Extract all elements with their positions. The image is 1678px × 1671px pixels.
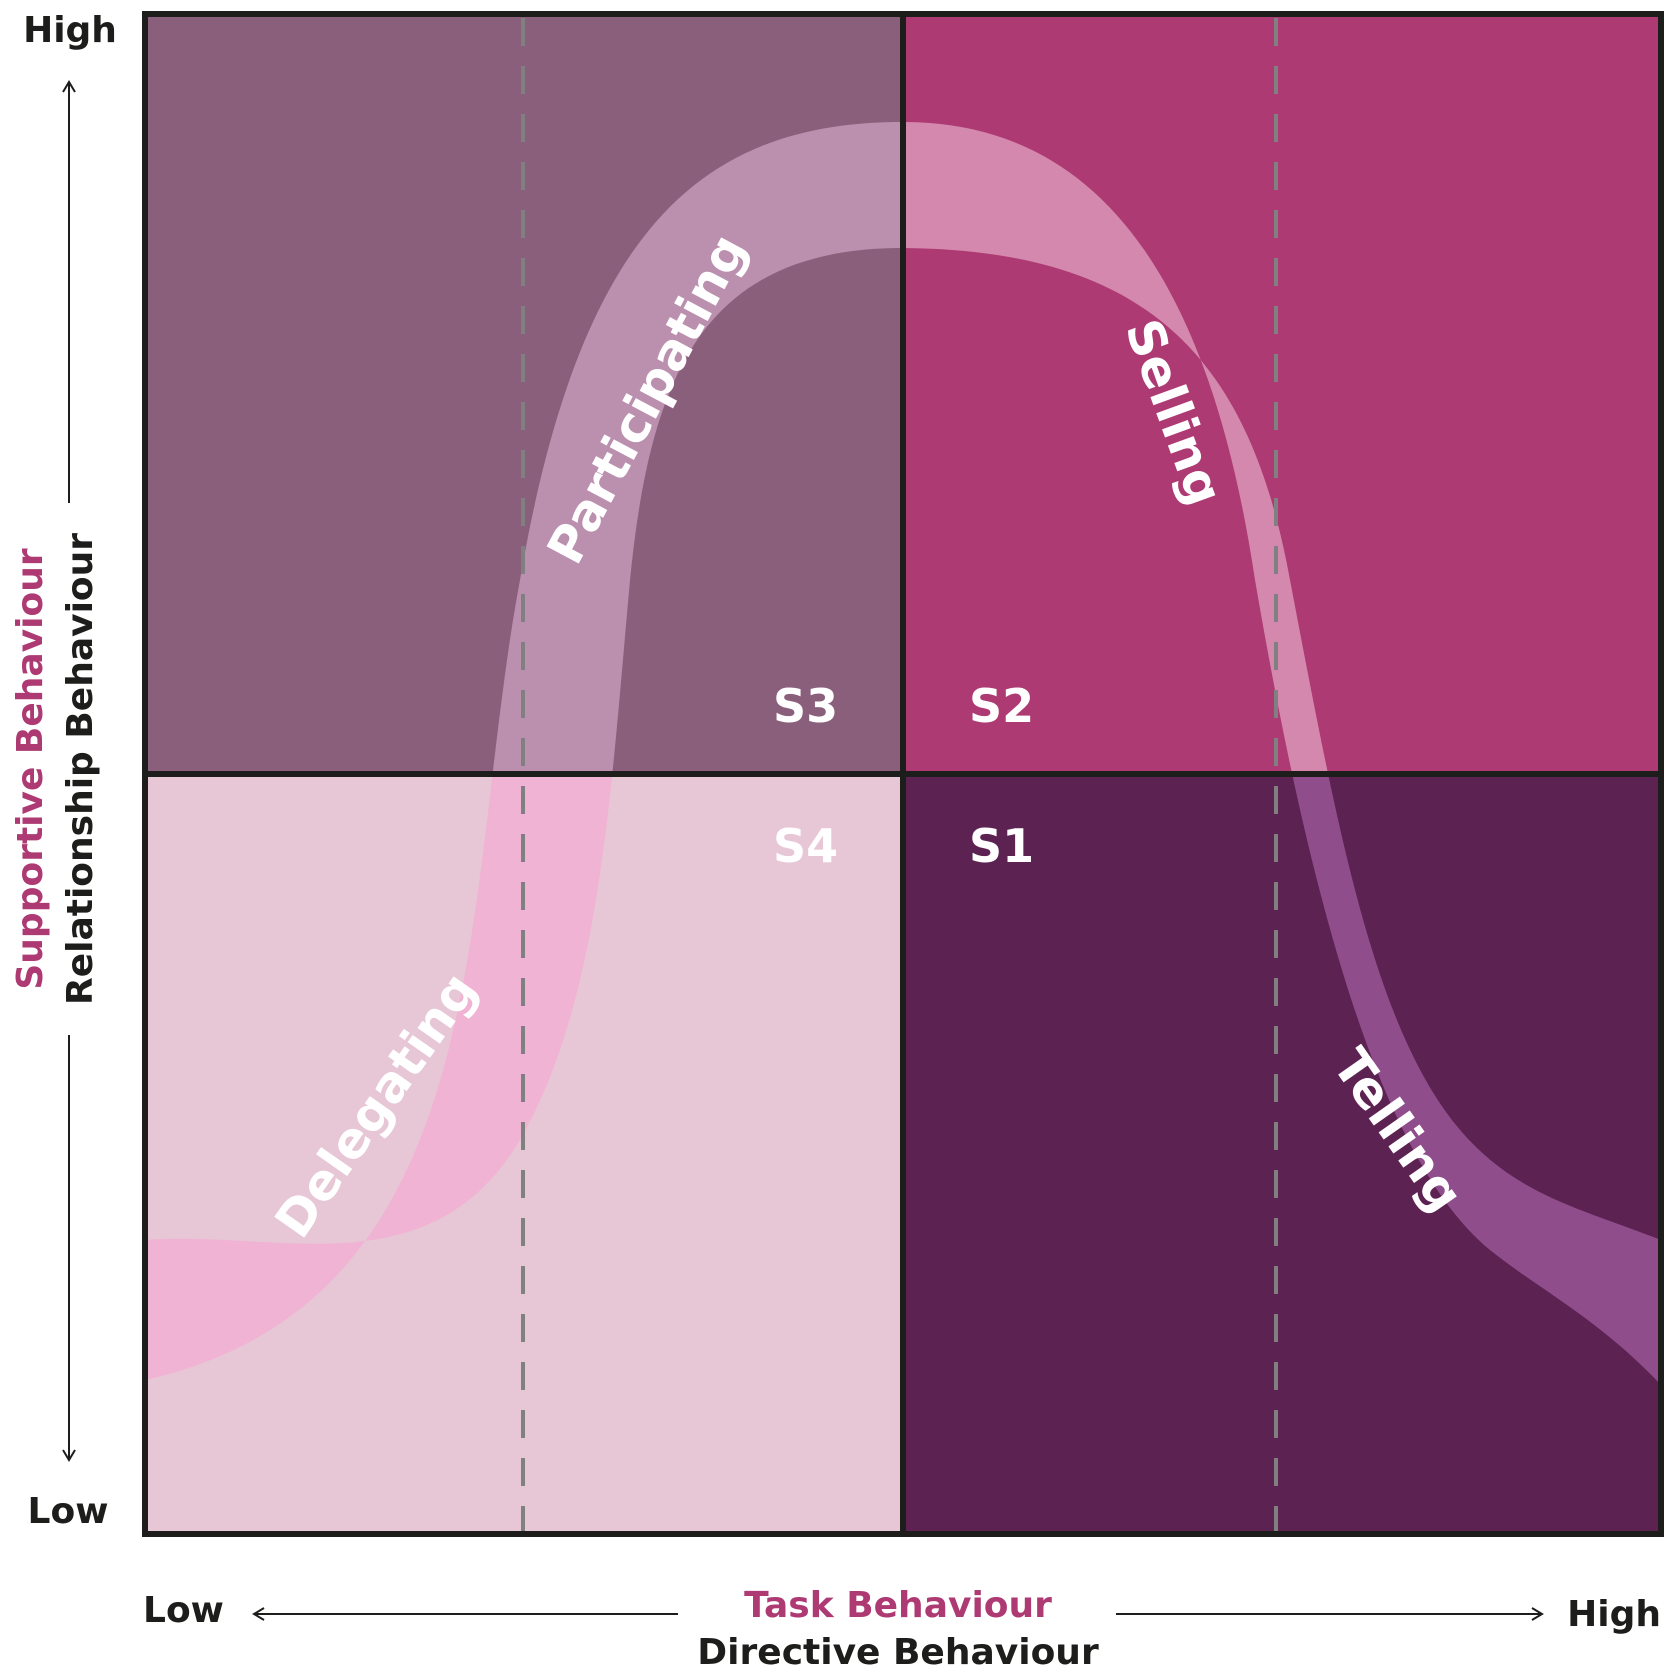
y-axis-title-supportive: Supportive Behaviour	[10, 548, 51, 989]
y-axis-title-relationship: Relationship Behaviour	[60, 533, 101, 1005]
s2-label: S2	[969, 679, 1034, 733]
s4-label: S4	[773, 819, 838, 873]
x-axis-title-task: Task Behaviour	[744, 1585, 1052, 1626]
y-axis-high-label: High	[23, 10, 117, 51]
leadership-curve-band	[145, 122, 1661, 1385]
x-axis-title-directive: Directive Behaviour	[697, 1632, 1099, 1671]
s1-label: S1	[969, 819, 1034, 873]
x-axis-high-label: High	[1567, 1594, 1661, 1635]
s1-quadrant	[903, 774, 1661, 1534]
s3-label: S3	[773, 679, 838, 733]
y-axis-low-label: Low	[28, 1491, 109, 1532]
x-axis-low-label: Low	[143, 1590, 224, 1631]
